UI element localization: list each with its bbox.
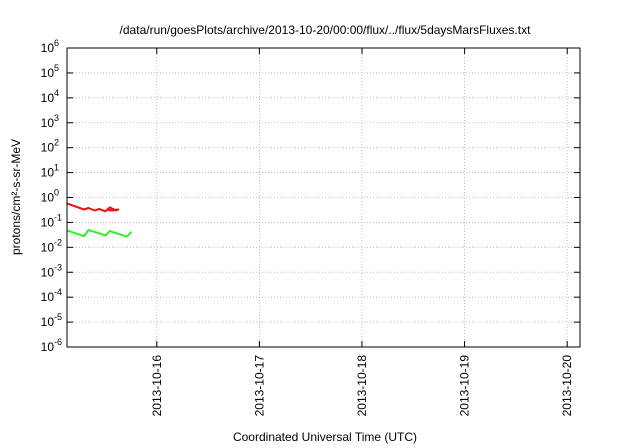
x-tick-label: 2013-10-17 <box>252 355 266 417</box>
tick-marks <box>67 47 580 348</box>
y-tick-label: 10 -6 <box>41 337 62 354</box>
y-tick-label: 10 1 <box>41 163 59 180</box>
y-tick-label-base: 10 <box>41 290 55 304</box>
x-tick-label: 2013-10-20 <box>560 355 574 417</box>
y-tick-label-base: 10 <box>41 315 55 329</box>
y-tick-label: 10 6 <box>41 38 59 55</box>
x-tick-label: 2013-10-16 <box>150 355 164 417</box>
y-tick-label-base: 10 <box>41 240 55 254</box>
y-tick-label-exponent: 1 <box>54 163 59 173</box>
y-tick-label: 10 -4 <box>41 287 62 304</box>
y-tick-label-base: 10 <box>41 340 55 354</box>
y-tick-label: 10 -5 <box>41 312 62 329</box>
y-tick-label-base: 10 <box>41 265 55 279</box>
y-tick-label: 10 2 <box>41 138 59 155</box>
y-tick-label-exponent: -2 <box>54 237 62 247</box>
y-tick-label-exponent: -5 <box>54 312 62 322</box>
y-tick-label: 10 3 <box>41 113 59 130</box>
y-tick-label-exponent: 0 <box>54 188 59 198</box>
y-tick-label-base: 10 <box>41 66 55 80</box>
grid-lines <box>67 48 580 347</box>
series-line <box>67 228 133 238</box>
chart-title: /data/run/goesPlots/archive/2013-10-20/0… <box>120 23 532 37</box>
plot-frame <box>66 47 581 348</box>
y-tick-label-exponent: -1 <box>54 212 62 222</box>
y-tick-label-exponent: -3 <box>54 262 62 272</box>
y-tick-label-base: 10 <box>41 41 55 55</box>
y-tick-label-base: 10 <box>41 215 55 229</box>
y-tick-label-base: 10 <box>41 191 55 205</box>
y-tick-labels: 10 -610 -510 -410 -310 -210 -110 010 110 210 310 41… <box>41 38 62 354</box>
y-tick-label: 10 -3 <box>41 262 62 279</box>
x-tick-label: 2013-10-18 <box>355 355 369 417</box>
y-axis-label: protons/cm²-s-sr-MeV <box>9 139 23 255</box>
series-group <box>67 202 133 238</box>
y-tick-label-exponent: 3 <box>54 113 59 123</box>
y-tick-label: 10 4 <box>41 88 59 105</box>
y-tick-label-exponent: -6 <box>54 337 62 347</box>
y-tick-label: 10 -1 <box>41 212 62 229</box>
y-tick-label-exponent: 5 <box>54 63 59 73</box>
y-tick-label: 10 5 <box>41 63 59 80</box>
y-tick-label-exponent: -4 <box>54 287 62 297</box>
x-axis-label: Coordinated Universal Time (UTC) <box>233 430 417 444</box>
series-line <box>67 202 120 213</box>
x-tick-labels: 2013-10-16 2013-10-17 2013-10-18 2013-10-19… <box>150 355 574 417</box>
y-tick-label-exponent: 4 <box>54 88 59 98</box>
y-tick-label: 10 -2 <box>41 237 62 254</box>
y-tick-label-base: 10 <box>41 141 55 155</box>
y-tick-label-exponent: 6 <box>54 38 59 48</box>
y-tick-label-exponent: 2 <box>54 138 59 148</box>
y-tick-label: 10 0 <box>41 188 59 205</box>
y-tick-label-base: 10 <box>41 116 55 130</box>
y-tick-label-base: 10 <box>41 166 55 180</box>
series-layer <box>67 202 133 238</box>
y-tick-label-base: 10 <box>41 91 55 105</box>
x-tick-label: 2013-10-19 <box>458 355 472 417</box>
